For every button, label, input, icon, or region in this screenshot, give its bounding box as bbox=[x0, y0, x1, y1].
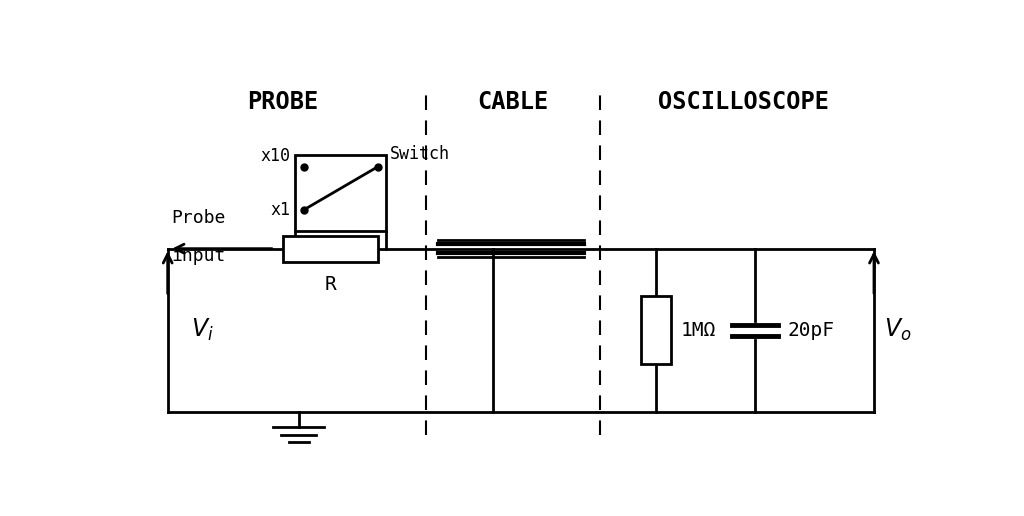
Text: input: input bbox=[172, 247, 226, 265]
Text: $V_i$: $V_i$ bbox=[191, 317, 214, 343]
Bar bbox=[641, 296, 671, 364]
Text: Switch: Switch bbox=[390, 144, 450, 163]
Text: OSCILLOSCOPE: OSCILLOSCOPE bbox=[657, 90, 828, 114]
Text: Probe: Probe bbox=[172, 209, 226, 227]
Text: 20pF: 20pF bbox=[787, 320, 835, 340]
Text: R: R bbox=[325, 276, 336, 295]
Text: $V_o$: $V_o$ bbox=[884, 317, 911, 343]
Text: x10: x10 bbox=[261, 147, 291, 165]
Bar bbox=[283, 236, 378, 262]
Text: 1MΩ: 1MΩ bbox=[680, 320, 716, 340]
Text: x1: x1 bbox=[270, 201, 291, 219]
Bar bbox=[295, 155, 386, 231]
Text: PROBE: PROBE bbox=[247, 90, 318, 114]
Text: CABLE: CABLE bbox=[477, 90, 549, 114]
